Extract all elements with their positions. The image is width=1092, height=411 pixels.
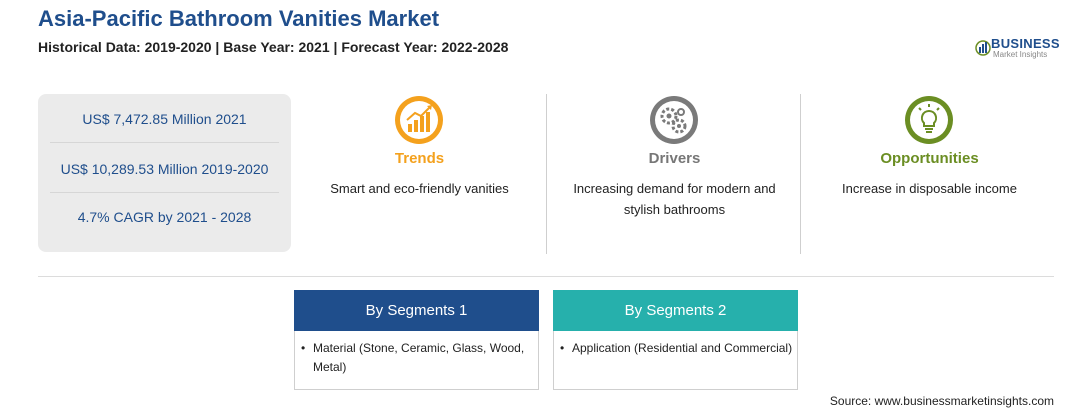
logo-tagline: Market Insights bbox=[993, 50, 1048, 59]
segment-2-item: • Application (Residential and Commercia… bbox=[560, 339, 794, 358]
segment-2-title: By Segments 2 bbox=[553, 290, 798, 331]
segment-card-1: By Segments 1 • Material (Stone, Ceramic… bbox=[294, 290, 539, 390]
drivers-heading: Drivers bbox=[648, 150, 701, 167]
page-subtitle: Historical Data: 2019-2020 | Base Year: … bbox=[38, 39, 509, 55]
market-stats-panel: US$ 7,472.85 Million 2021 US$ 10,289.53 … bbox=[38, 94, 291, 252]
bullet-icon: • bbox=[301, 341, 306, 355]
page-title: Asia-Pacific Bathroom Vanities Market bbox=[38, 6, 440, 31]
bar-chart-logo-icon bbox=[975, 40, 991, 56]
segment-1-title: By Segments 1 bbox=[294, 290, 539, 331]
divider bbox=[50, 142, 279, 143]
divider bbox=[50, 192, 279, 193]
drivers-column: Drivers Increasing demand for modern and… bbox=[547, 94, 802, 254]
trends-column: Trends Smart and eco-friendly vanities bbox=[292, 94, 547, 254]
divider bbox=[546, 94, 547, 254]
segment-2-item-text: Application (Residential and Commercial) bbox=[572, 341, 793, 355]
gears-icon bbox=[650, 96, 698, 144]
trends-heading: Trends bbox=[394, 150, 445, 167]
opportunities-description: Increase in disposable income bbox=[842, 181, 1017, 196]
trends-description: Smart and eco-friendly vanities bbox=[330, 181, 509, 196]
market-size-historical: US$ 10,289.53 Million 2019-2020 bbox=[60, 161, 269, 177]
segment-1-item-text: Material (Stone, Ceramic, Glass, Wood, M… bbox=[313, 341, 525, 374]
market-size-2021: US$ 7,472.85 Million 2021 bbox=[82, 111, 247, 127]
opportunities-column: Opportunities Increase in disposable inc… bbox=[802, 94, 1057, 254]
section-divider bbox=[38, 276, 1054, 277]
cagr-value: 4.7% CAGR by 2021 - 2028 bbox=[77, 209, 252, 225]
logo-wordmark: BUSINESS bbox=[991, 36, 1060, 51]
bullet-icon: • bbox=[560, 341, 565, 355]
segment-1-item: • Material (Stone, Ceramic, Glass, Wood,… bbox=[301, 339, 535, 377]
lightbulb-icon bbox=[905, 96, 953, 144]
divider bbox=[800, 94, 801, 254]
segment-card-2: By Segments 2 • Application (Residential… bbox=[553, 290, 798, 390]
opportunities-heading: Opportunities bbox=[880, 150, 979, 167]
trend-chart-icon bbox=[395, 96, 443, 144]
source-link[interactable]: Source: www.businessmarketinsights.com bbox=[829, 394, 1054, 408]
business-market-insights-logo: BUSINESS Market Insights bbox=[975, 34, 1070, 62]
drivers-description: Increasing demand for modern and stylish… bbox=[573, 181, 776, 217]
